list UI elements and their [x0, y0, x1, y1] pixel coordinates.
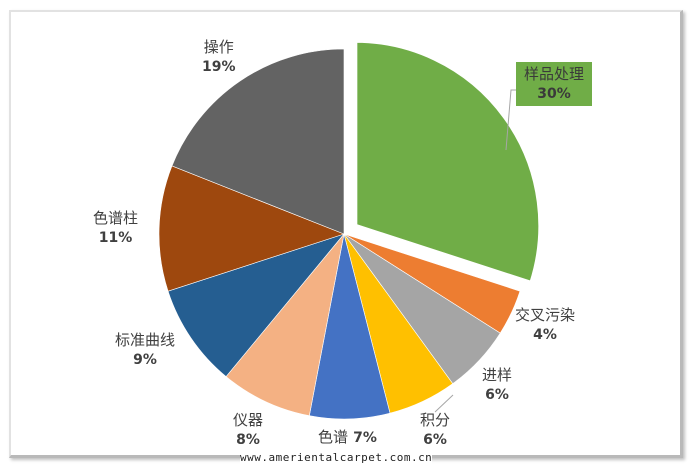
label-operation: 操作 19% [202, 38, 236, 75]
label-integration: 积分 6% [420, 411, 451, 448]
callout-box: 样品处理 30% [516, 62, 593, 106]
label-chromatography: 色谱 7% [318, 428, 377, 446]
label-standard-curve: 标准曲线 9% [115, 331, 176, 368]
pie-slice [225, 233, 345, 417]
watermark: www.amerientalcarpet.com.cn [240, 451, 433, 464]
label-column: 色谱柱 11% [93, 209, 139, 246]
label-cross-contamination: 交叉污染 4% [515, 306, 576, 343]
pie-slice [158, 165, 345, 292]
label-sample-prep: 样品处理 30% [516, 62, 593, 106]
pie-slice [171, 48, 345, 235]
leader-line [505, 89, 516, 151]
pie-slice [353, 38, 543, 286]
pie-slice [167, 233, 345, 377]
leader-line [434, 394, 454, 413]
label-injection: 进样 6% [482, 366, 513, 403]
label-instrument: 仪器 8% [233, 411, 264, 448]
